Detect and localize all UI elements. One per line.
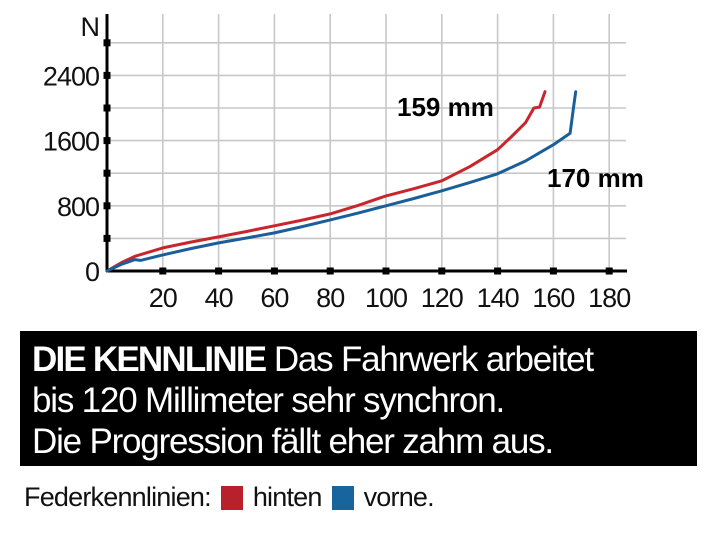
series-line-vorne <box>105 90 578 273</box>
y-tick-label: 0 <box>85 257 99 287</box>
y-tick-label: 800 <box>57 192 99 222</box>
legend-label-hinten: hinten <box>252 482 323 512</box>
caption-lead: DIE KENNLINIE <box>32 340 267 379</box>
spring-rate-chart: 0 800 1600 2400 20 40 60 80 100 120 140 160 180 N 15… <box>43 12 644 313</box>
legend-label-vorne: vorne. <box>363 482 435 512</box>
series-label-hinten: 159 mm <box>397 92 494 122</box>
data-series <box>105 90 578 273</box>
caption-line-1: DIE KENNLINIE Das Fahrwerk arbeitet <box>32 339 687 380</box>
x-tick-mark <box>605 267 613 275</box>
grid-lines <box>107 14 626 271</box>
y-axis-unit: N <box>81 12 100 42</box>
x-tick-mark <box>270 267 278 275</box>
x-tick-mark <box>382 267 390 275</box>
x-tick-mark <box>494 267 502 275</box>
y-tick-mark <box>103 71 111 79</box>
y-tick-mark <box>103 104 111 112</box>
x-tick-label: 140 <box>477 283 519 313</box>
series-line-hinten <box>105 90 547 273</box>
x-tick-label: 20 <box>149 283 177 313</box>
legend: Federkennlinien: hinten vorne. <box>24 482 435 513</box>
x-tick-mark <box>159 267 167 275</box>
caption-box: DIE KENNLINIE Das Fahrwerk arbeitet bis … <box>20 331 697 466</box>
y-tick-label: 2400 <box>43 61 99 91</box>
tick-labels: 0 800 1600 2400 20 40 60 80 100 120 140 160 180 <box>43 61 631 313</box>
axes <box>103 14 627 275</box>
x-tick-mark <box>438 267 446 275</box>
y-tick-mark <box>103 39 111 47</box>
legend-prefix: Federkennlinien: <box>24 482 212 512</box>
y-tick-mark <box>103 202 111 210</box>
legend-swatch-vorne <box>331 485 354 510</box>
x-tick-label: 120 <box>421 283 463 313</box>
y-tick-mark <box>103 137 111 145</box>
caption-line-1-text: Das Fahrwerk arbeitet <box>265 340 594 379</box>
caption-line-3: Die Progression fällt eher zahm aus. <box>32 422 554 461</box>
x-tick-label: 60 <box>260 283 288 313</box>
y-tick-mark <box>103 169 111 177</box>
series-label-vorne: 170 mm <box>547 163 644 193</box>
x-tick-label: 80 <box>316 283 344 313</box>
x-tick-label: 40 <box>205 283 233 313</box>
x-tick-mark <box>326 267 334 275</box>
y-tick-mark <box>103 234 111 242</box>
y-tick-label: 1600 <box>43 127 99 157</box>
caption-line-2: bis 120 Millimeter sehr synchron. <box>32 381 505 420</box>
x-tick-label: 180 <box>588 283 630 313</box>
legend-swatch-hinten <box>220 485 243 510</box>
x-tick-mark <box>215 267 223 275</box>
x-tick-label: 160 <box>532 283 574 313</box>
x-tick-label: 100 <box>365 283 407 313</box>
x-tick-mark <box>549 267 557 275</box>
